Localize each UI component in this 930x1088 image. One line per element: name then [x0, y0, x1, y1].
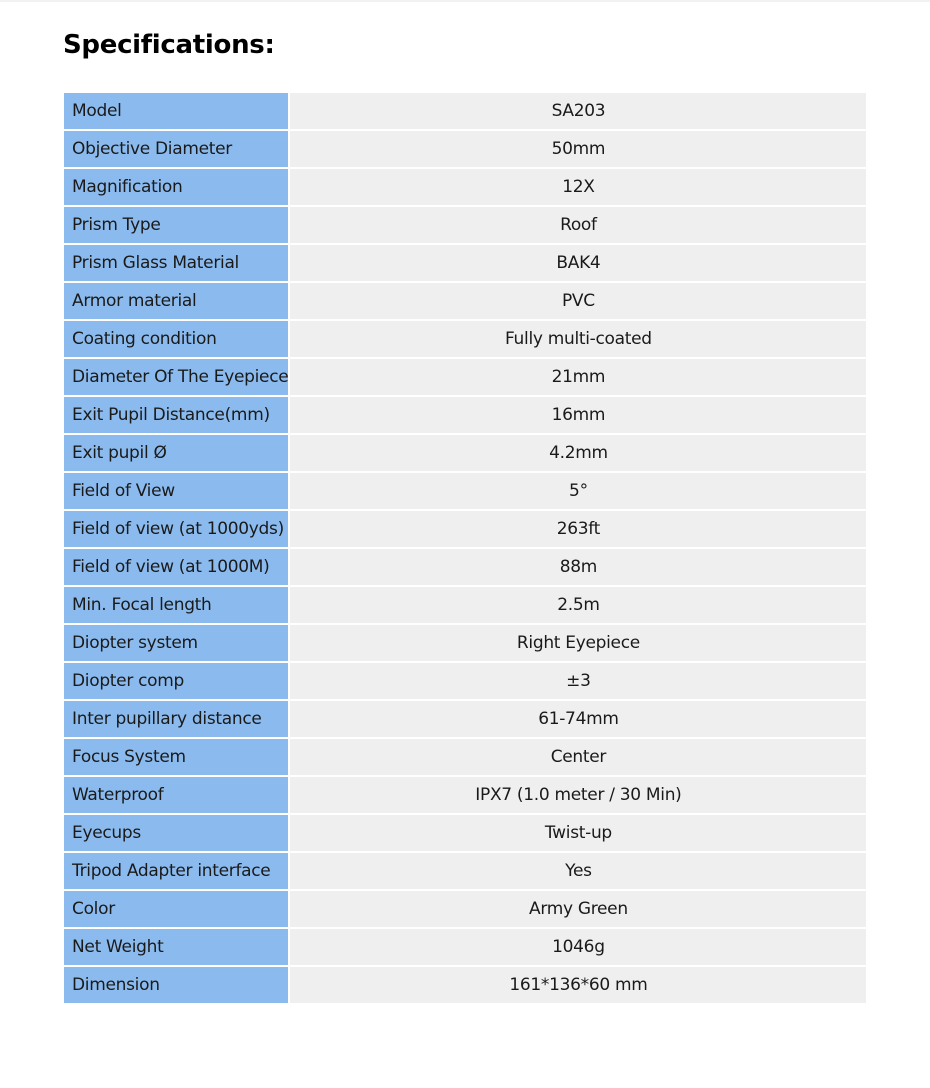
spec-row: Diopter comp ±3	[64, 663, 867, 699]
spec-value: 12X	[290, 169, 867, 205]
spec-row: Exit pupil Ø 4.2mm	[64, 435, 867, 471]
spec-label: Prism Glass Material	[64, 245, 289, 281]
spec-value: 4.2mm	[290, 435, 867, 471]
spec-label: Field of View	[64, 473, 289, 509]
top-divider	[0, 0, 930, 2]
spec-row: Field of view (at 1000yds) 263ft	[64, 511, 867, 547]
spec-row: Eyecups Twist-up	[64, 815, 867, 851]
spec-row: Inter pupillary distance 61-74mm	[64, 701, 867, 737]
spec-label: Field of view (at 1000M)	[64, 549, 289, 585]
spec-label: Prism Type	[64, 207, 289, 243]
spec-label: Diopter system	[64, 625, 289, 661]
specifications-table: Model SA203 Objective Diameter 50mm Magnific…	[62, 91, 868, 1005]
spec-label: Magnification	[64, 169, 289, 205]
spec-label: Min. Focal length	[64, 587, 289, 623]
spec-label: Tripod Adapter interface	[64, 853, 289, 889]
spec-row: Objective Diameter 50mm	[64, 131, 867, 167]
spec-value: 5°	[290, 473, 867, 509]
spec-value: Center	[290, 739, 867, 775]
spec-value: ±3	[290, 663, 867, 699]
spec-value: 50mm	[290, 131, 867, 167]
spec-label: Exit pupil Ø	[64, 435, 289, 471]
spec-row: Diopter system Right Eyepiece	[64, 625, 867, 661]
spec-label: Net Weight	[64, 929, 289, 965]
spec-value: Twist-up	[290, 815, 867, 851]
spec-row: Armor material PVC	[64, 283, 867, 319]
spec-label: Eyecups	[64, 815, 289, 851]
spec-value: 88m	[290, 549, 867, 585]
spec-row: Dimension 161*136*60 mm	[64, 967, 867, 1003]
spec-row: Focus System Center	[64, 739, 867, 775]
spec-value: Yes	[290, 853, 867, 889]
spec-value: 21mm	[290, 359, 867, 395]
spec-row: Diameter Of The Eyepiece 21mm	[64, 359, 867, 395]
page-title: Specifications:	[63, 30, 275, 60]
spec-label: Color	[64, 891, 289, 927]
spec-value: 2.5m	[290, 587, 867, 623]
spec-value: 263ft	[290, 511, 867, 547]
spec-value: Fully multi-coated	[290, 321, 867, 357]
spec-row: Prism Glass Material BAK4	[64, 245, 867, 281]
spec-row: Field of View 5°	[64, 473, 867, 509]
spec-label: Objective Diameter	[64, 131, 289, 167]
spec-value: 16mm	[290, 397, 867, 433]
spec-row: Magnification 12X	[64, 169, 867, 205]
spec-value: 61-74mm	[290, 701, 867, 737]
spec-value: Army Green	[290, 891, 867, 927]
spec-label: Waterproof	[64, 777, 289, 813]
spec-row: Min. Focal length 2.5m	[64, 587, 867, 623]
spec-label: Exit Pupil Distance(mm)	[64, 397, 289, 433]
spec-label: Field of view (at 1000yds)	[64, 511, 289, 547]
spec-value: IPX7 (1.0 meter / 30 Min)	[290, 777, 867, 813]
spec-row: Field of view (at 1000M) 88m	[64, 549, 867, 585]
spec-row: Prism Type Roof	[64, 207, 867, 243]
spec-label: Diopter comp	[64, 663, 289, 699]
spec-value: Right Eyepiece	[290, 625, 867, 661]
spec-value: PVC	[290, 283, 867, 319]
spec-row: Exit Pupil Distance(mm) 16mm	[64, 397, 867, 433]
spec-row: Net Weight 1046g	[64, 929, 867, 965]
spec-value: BAK4	[290, 245, 867, 281]
spec-row: Model SA203	[64, 93, 867, 129]
spec-value: 161*136*60 mm	[290, 967, 867, 1003]
spec-value: SA203	[290, 93, 867, 129]
spec-row: Color Army Green	[64, 891, 867, 927]
spec-row: Coating condition Fully multi-coated	[64, 321, 867, 357]
spec-label: Inter pupillary distance	[64, 701, 289, 737]
spec-label: Armor material	[64, 283, 289, 319]
spec-label: Model	[64, 93, 289, 129]
spec-row: Tripod Adapter interface Yes	[64, 853, 867, 889]
spec-label: Diameter Of The Eyepiece	[64, 359, 289, 395]
spec-label: Dimension	[64, 967, 289, 1003]
spec-row: Waterproof IPX7 (1.0 meter / 30 Min)	[64, 777, 867, 813]
spec-label: Focus System	[64, 739, 289, 775]
spec-label: Coating condition	[64, 321, 289, 357]
spec-value: Roof	[290, 207, 867, 243]
spec-value: 1046g	[290, 929, 867, 965]
